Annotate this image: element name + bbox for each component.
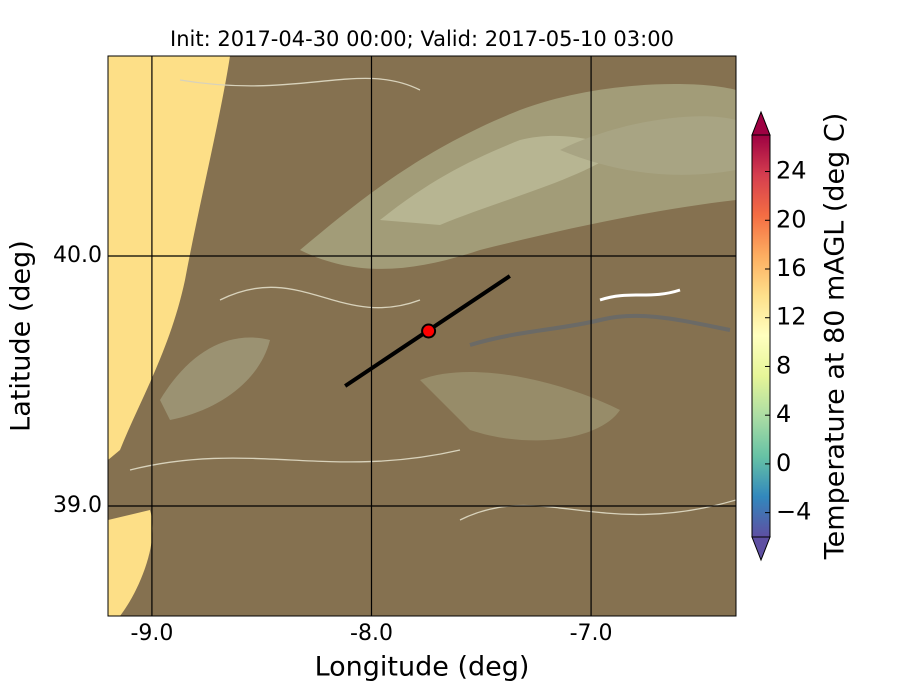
x-tick-label: -7.0 [570, 621, 613, 646]
graticule [108, 56, 736, 616]
colorbar-tick-label: 20 [776, 205, 807, 233]
colorbar-tick-label: 24 [776, 157, 807, 185]
colorbar-tick-label: 16 [776, 254, 807, 282]
colorbar-tick-label: 4 [776, 400, 791, 428]
overlay [344, 274, 511, 388]
plot-frame [107, 55, 737, 617]
colorbar-extend-low [751, 536, 771, 562]
map-title: Init: 2017-04-30 00:00; Valid: 2017-05-1… [170, 27, 674, 51]
colorbar: −4 0 4 8 12 16 20 24 [751, 110, 811, 562]
colorbar-tick-label: 8 [776, 351, 791, 379]
x-tick-label: -9.0 [130, 621, 173, 646]
y-tick-label: 40.0 [53, 243, 102, 268]
x-axis-label: Longitude (deg) [315, 652, 530, 683]
x-tick-label: -8.0 [350, 621, 393, 646]
colorbar-tick-label: −4 [776, 498, 811, 526]
y-axis-label: Latitude (deg) [6, 240, 37, 432]
colorbar-body [751, 134, 771, 538]
site-marker [421, 323, 437, 339]
colorbar-tick-label: 0 [776, 449, 791, 477]
colorbar-label: Temperature at 80 mAGL (deg C) [820, 113, 851, 561]
colorbar-extend-high [751, 110, 771, 136]
terrain [108, 56, 736, 616]
y-tick-label: 39.0 [53, 493, 102, 518]
colorbar-tick-label: 12 [776, 303, 807, 331]
